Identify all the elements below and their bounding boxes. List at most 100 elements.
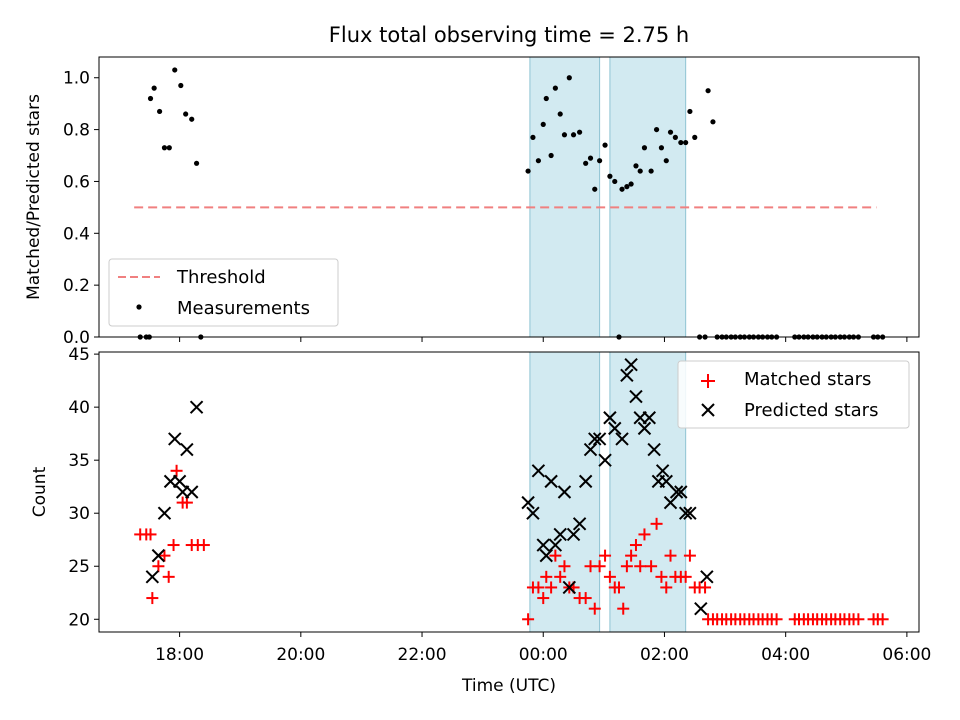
predicted-star-marker [674, 485, 688, 499]
measurement-point [583, 160, 589, 166]
predicted-star-marker [157, 506, 172, 520]
matched-star-marker [167, 539, 180, 552]
bottom-y-axis-label: Count [30, 466, 50, 517]
measurement-point [667, 129, 674, 135]
measurement-point [597, 158, 603, 164]
matched-star-marker [664, 549, 677, 562]
top-legend-box [108, 258, 339, 327]
matched-star-marker [180, 496, 193, 509]
x-tick-label: 02:00 [640, 645, 689, 665]
bottom-plot-area [134, 358, 889, 626]
measurement-point [607, 173, 613, 179]
shaded-interval [609, 351, 687, 633]
matched-star-marker [620, 560, 633, 573]
predicted-star-marker [536, 538, 550, 552]
y-tick-label: 0.6 [63, 172, 90, 192]
predicted-star-marker [539, 548, 553, 563]
predicted-star-marker [562, 580, 577, 595]
x-tick-label: 00:00 [519, 645, 568, 665]
matched-star-marker [645, 560, 658, 573]
measurement-point [548, 152, 554, 159]
measurement-point [624, 184, 630, 190]
measurement-point [540, 121, 546, 128]
matched-star-marker [683, 549, 696, 562]
measurement-point [147, 95, 154, 102]
predicted-star-marker [663, 495, 678, 510]
matched-star-marker [545, 581, 558, 594]
matched-star-marker [579, 592, 592, 605]
predicted-star-marker [572, 517, 587, 531]
bottom-legend-box [677, 360, 910, 429]
matched-star-marker [588, 602, 601, 615]
measurement-point [552, 85, 558, 91]
measurement-point [189, 116, 195, 122]
matched-star-marker [625, 549, 638, 562]
measurement-point [637, 168, 643, 174]
measurement-point [628, 181, 634, 187]
matched-star-marker [549, 549, 562, 562]
matched-star-marker [876, 613, 889, 626]
predicted-star-marker [620, 368, 634, 383]
legend-predicted-label: Predicted stars [744, 400, 878, 421]
x-axis-label: Time (UTC) [461, 676, 556, 696]
measurement-point [633, 163, 639, 169]
bottom-shaded-intervals [529, 351, 687, 633]
x-tick-label: 06:00 [882, 645, 931, 665]
matched-star-marker [770, 613, 783, 626]
measurement-point [178, 82, 184, 89]
measurement-point [587, 155, 594, 161]
matched-star-marker [522, 613, 535, 626]
top-legend: Threshold Measurements [108, 258, 339, 327]
matched-star-marker [634, 560, 647, 573]
predicted-star-marker [521, 495, 535, 510]
measurement-point [705, 88, 711, 94]
x-tick-label: 22:00 [398, 645, 447, 665]
matched-star-marker [852, 613, 865, 626]
predicted-star-marker [172, 474, 187, 489]
predicted-star-marker [608, 421, 622, 436]
measurement-point [592, 186, 598, 192]
legend-threshold-label: Threshold [176, 267, 266, 288]
measurement-point [602, 142, 608, 148]
shaded-interval [609, 56, 687, 338]
matched-star-marker [532, 581, 545, 594]
measurement-point [619, 186, 625, 192]
matched-star-marker [660, 581, 673, 594]
y-tick-label: 1.0 [63, 69, 90, 89]
matched-star-marker [554, 570, 567, 583]
predicted-star-marker [544, 474, 558, 489]
matched-star-marker [599, 549, 612, 562]
matched-star-marker [170, 464, 183, 477]
measurement-point [166, 145, 172, 151]
y-tick-label: 0.0 [63, 328, 90, 348]
measurement-point [692, 134, 698, 140]
top-shaded-intervals [529, 56, 687, 338]
measurement-point [658, 145, 665, 151]
predicted-star-marker [700, 570, 714, 584]
measurement-point [172, 67, 178, 73]
measurement-point [663, 158, 669, 164]
predicted-star-marker [598, 453, 612, 467]
predicted-star-marker [578, 474, 593, 489]
measurement-point [683, 139, 689, 146]
x-tick-label: 04:00 [761, 645, 810, 665]
predicted-star-marker [637, 421, 652, 436]
measurement-point [577, 129, 583, 135]
measurement-point [570, 132, 577, 138]
matched-star-marker [603, 570, 616, 583]
chart-title: Flux total observing time = 2.75 h [329, 23, 689, 47]
predicted-star-marker [548, 538, 563, 552]
predicted-star-marker [683, 506, 697, 520]
matched-star-marker [540, 570, 553, 583]
y-tick-label: 20 [68, 610, 90, 630]
predicted-star-marker [583, 442, 598, 457]
predicted-star-marker [531, 464, 546, 478]
predicted-star-marker [566, 527, 581, 542]
measurement-point [151, 85, 157, 91]
matched-star-marker [537, 592, 550, 605]
matched-star-marker [629, 539, 642, 552]
predicted-star-marker [557, 485, 572, 499]
matched-star-marker [613, 581, 625, 594]
matched-star-marker [655, 570, 668, 583]
matched-star-marker [699, 581, 712, 594]
